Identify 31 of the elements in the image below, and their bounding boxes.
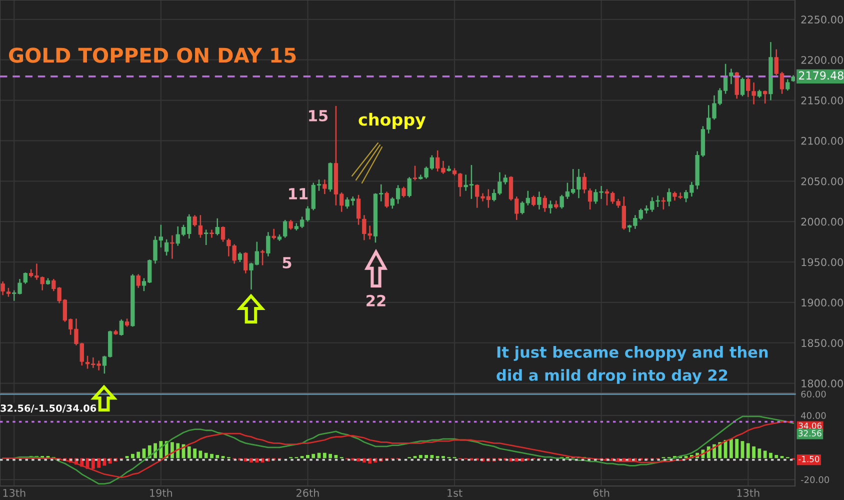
annotation: 32.56/-1.50/34.06 <box>0 404 96 413</box>
annotation: 11 <box>289 188 308 200</box>
ref-line-label: 2179.48 <box>798 71 844 80</box>
annotation: choppy <box>358 112 426 130</box>
annotation: 22 <box>366 294 386 306</box>
x-tick-label: 13th <box>737 488 760 497</box>
x-tick-label: 1st <box>448 489 462 497</box>
text: GOLD TOPPED ON DAY 15 <box>9 48 296 63</box>
ref-line-label: -1.50 <box>798 456 820 462</box>
y-tick-label: 2150.00 <box>801 96 843 104</box>
y-tick-label: 2100.00 <box>801 136 843 145</box>
y-tick-label: 1850.00 <box>802 339 843 347</box>
y-tick-label: -20.00 <box>800 476 830 484</box>
y-tick-label: 2200.00 <box>801 56 843 64</box>
text: 32.56 <box>798 430 822 436</box>
x-tick-label: 19th <box>150 488 172 497</box>
y-tick-label: 1800.00 <box>802 380 843 388</box>
y-tick-label: 1900.00 <box>802 298 843 307</box>
y-tick-label: 1950.00 <box>802 258 843 266</box>
x-tick-label: 13th <box>3 488 26 497</box>
y-tick-label: 60.00 <box>801 390 826 398</box>
x-tick-label: 6th <box>593 488 610 497</box>
annotation: 5 <box>282 257 292 268</box>
annotation: It just became choppy and then did a mild drop into day 22 <box>496 346 768 384</box>
y-tick-label: 2050.00 <box>801 177 843 186</box>
annotation: 15 <box>309 110 328 122</box>
y-tick-label: 2250.00 <box>801 16 843 24</box>
x-tick-label: 26th <box>296 488 319 497</box>
ref-line-label: 34.06 <box>798 422 822 429</box>
y-tick-label: 2000.00 <box>801 218 843 226</box>
y-tick-label: 40.00 <box>800 412 826 419</box>
